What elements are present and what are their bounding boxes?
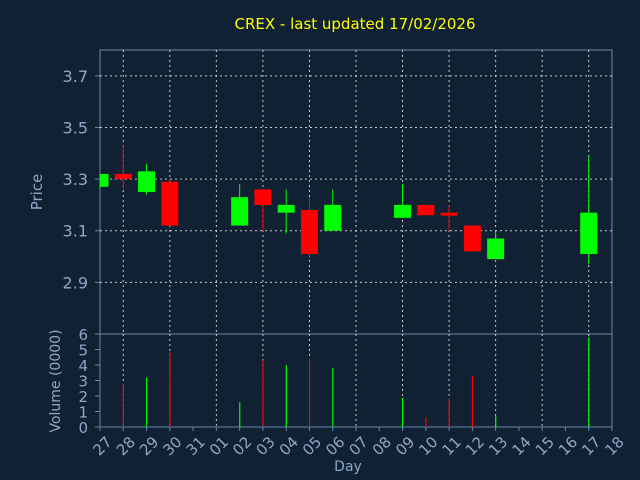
volume-tick-label: 1 bbox=[78, 404, 88, 422]
candle-body bbox=[440, 212, 458, 216]
candle-body bbox=[254, 189, 272, 205]
candle-body bbox=[100, 173, 109, 187]
price-tick-label: 3.5 bbox=[63, 118, 88, 137]
volume-bar bbox=[169, 352, 171, 427]
candle-body bbox=[161, 181, 179, 226]
volume-grid bbox=[122, 334, 590, 427]
candle-body bbox=[580, 212, 598, 254]
price-tick-label: 2.9 bbox=[63, 273, 88, 292]
candle bbox=[324, 189, 342, 231]
price-axis-label: Price bbox=[28, 174, 46, 211]
candle bbox=[231, 184, 249, 226]
candle bbox=[114, 145, 132, 190]
volume-bar bbox=[308, 358, 311, 427]
candle-body bbox=[277, 204, 295, 213]
volume-bar bbox=[448, 399, 450, 427]
candle bbox=[161, 179, 179, 226]
x-tick-label: 18 bbox=[602, 433, 628, 459]
candlestick-series bbox=[99, 145, 598, 265]
chart-title: CREX - last updated 17/02/2026 bbox=[234, 15, 475, 33]
volume-bar bbox=[262, 360, 264, 427]
candle-body bbox=[231, 197, 249, 226]
volume-series bbox=[122, 337, 590, 427]
candle-body bbox=[138, 171, 156, 192]
volume-tick-label: 6 bbox=[78, 326, 88, 344]
candle bbox=[300, 197, 318, 257]
candle bbox=[254, 189, 272, 231]
price-tick-label: 3.3 bbox=[63, 170, 88, 189]
candle bbox=[580, 155, 598, 265]
volume-axis-label: Volume (0000) bbox=[48, 329, 64, 432]
candle-body bbox=[417, 204, 435, 216]
volume-bar bbox=[122, 383, 124, 427]
candle bbox=[487, 230, 505, 260]
candle-body bbox=[463, 225, 481, 252]
volume-bar bbox=[146, 377, 148, 427]
price-y-ticks: 2.9 3.1 3.3 3.5 3.7 bbox=[63, 67, 100, 292]
candle bbox=[463, 225, 481, 252]
volume-bar bbox=[495, 416, 497, 427]
candle bbox=[277, 189, 295, 234]
volume-bar bbox=[402, 397, 404, 427]
candle bbox=[394, 184, 412, 218]
volume-tick-label: 4 bbox=[78, 357, 88, 375]
x-axis-label: Day bbox=[334, 459, 362, 475]
candle bbox=[417, 204, 435, 216]
price-tick-label: 3.7 bbox=[63, 67, 88, 86]
candle-body bbox=[487, 238, 505, 260]
candle-body bbox=[300, 210, 318, 254]
volume-tick-label: 2 bbox=[78, 388, 88, 406]
volume-bar bbox=[239, 402, 241, 427]
volume-bar bbox=[471, 375, 474, 427]
volume-bar bbox=[332, 368, 334, 427]
volume-bar bbox=[425, 417, 427, 427]
volume-tick-label: 3 bbox=[78, 373, 88, 391]
candle-body bbox=[394, 204, 412, 218]
x-tick-labels: 2728293031010203040506070809101112131415… bbox=[90, 427, 628, 459]
candle bbox=[440, 204, 458, 231]
price-tick-label: 3.1 bbox=[63, 222, 88, 241]
volume-bar bbox=[588, 337, 590, 427]
volume-tick-label: 5 bbox=[78, 342, 88, 360]
candle bbox=[138, 163, 156, 195]
candle-body bbox=[324, 204, 342, 231]
volume-bar bbox=[285, 365, 287, 427]
volume-tick-label: 0 bbox=[78, 419, 88, 437]
candle-body bbox=[114, 173, 132, 180]
candle bbox=[99, 173, 109, 190]
